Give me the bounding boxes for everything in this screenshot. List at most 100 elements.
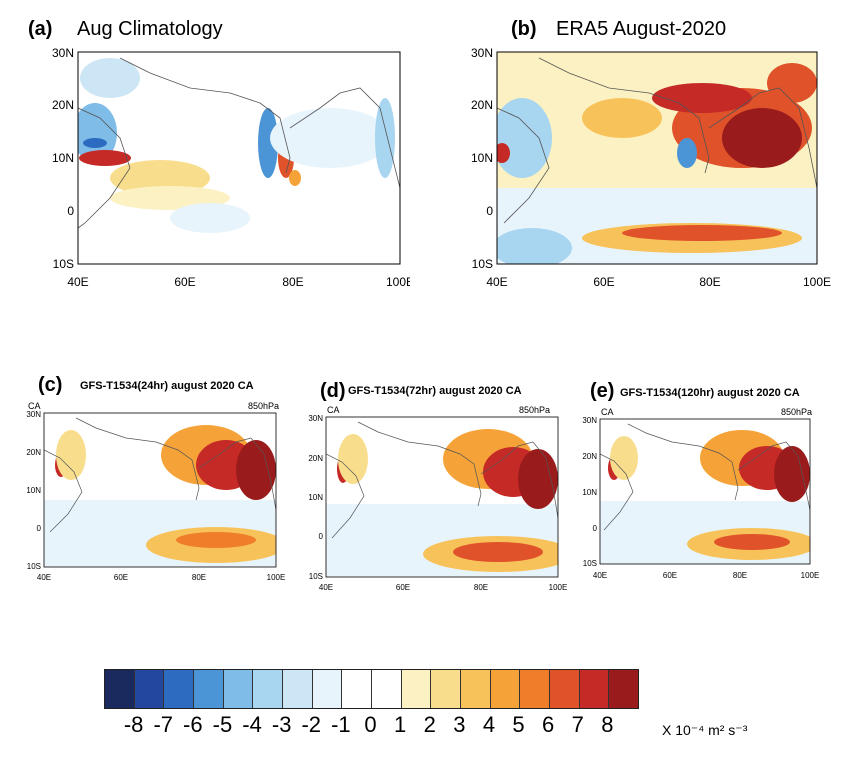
colorbar-swatch: [133, 670, 164, 708]
colorbar-tick-label: 4: [482, 712, 496, 737]
lat-label: 10S: [472, 257, 493, 271]
lat-label: 30N: [471, 48, 493, 60]
colorbar-swatch: [341, 670, 372, 708]
lat-label: 10N: [582, 488, 597, 497]
lon-label: 80E: [192, 573, 206, 582]
colorbar-swatch: [430, 670, 461, 708]
colorbar-tick-label: -7: [153, 712, 173, 737]
colorbar-swatch: [282, 670, 312, 708]
colorbar-swatch: [311, 670, 342, 708]
lon-label: 60E: [174, 275, 195, 289]
colorbar-tick-label: -2: [301, 712, 322, 737]
colorbar-swatch: [549, 670, 579, 708]
panel-e-left-tag: CA: [601, 407, 614, 417]
colorbar-tick-label: -3: [271, 712, 292, 737]
panel-c-letter: (c): [38, 374, 63, 396]
lon-label: 40E: [486, 275, 507, 289]
panel-d-right-tag: 850hPa: [519, 405, 551, 415]
map-panel-b: 30N 20N 10N 0 10S 40E 60E 80E 100E: [471, 48, 831, 289]
panel-c-title: GFS-T1534(24hr) august 2020 CA: [80, 380, 254, 392]
colorbar-swatch: [105, 670, 134, 708]
panel-d-letter: (d): [320, 380, 346, 402]
lat-label: 30N: [308, 414, 323, 423]
colorbar-units: X 10⁻⁴ m² s⁻³: [662, 722, 748, 738]
panel-e-letter: (e): [590, 380, 615, 402]
colorbar-swatch: [163, 670, 194, 708]
colorbar-tick-label: 3: [453, 712, 466, 737]
lat-label: 10S: [583, 559, 597, 568]
colorbar-tick-label: -1: [331, 712, 351, 737]
lat-label: 0: [37, 524, 42, 533]
colorbar-swatch: [578, 670, 609, 708]
lon-label: 40E: [67, 275, 88, 289]
colorbar-swatch: [252, 670, 283, 708]
lon-label: 100E: [267, 573, 286, 582]
colorbar-swatch: [193, 670, 223, 708]
panel-e-title: GFS-T1534(120hr) august 2020 CA: [620, 387, 800, 399]
lon-label: 80E: [733, 571, 747, 580]
lat-label: 10S: [309, 572, 323, 581]
lon-label: 80E: [282, 275, 303, 289]
panel-d-title: GFS-T1534(72hr) august 2020 CA: [348, 385, 522, 397]
lon-label: 60E: [593, 275, 614, 289]
colorbar-tick-label: -6: [183, 712, 203, 737]
colorbar-tick-label: 0: [364, 712, 377, 737]
map-panel-c: 30N 20N 10N 0 10S 40E 60E 80E 100E: [26, 410, 286, 582]
lat-label: 20N: [52, 98, 74, 112]
lon-label: 40E: [37, 573, 51, 582]
colorbar-swatch: [460, 670, 490, 708]
lat-label: 10N: [52, 151, 74, 165]
lat-label: 10S: [27, 562, 41, 571]
colorbar-swatch: [371, 670, 401, 708]
panel-a-title: Aug Climatology: [77, 18, 223, 40]
lon-label: 60E: [396, 583, 410, 592]
colorbar-tick-label: 6: [542, 712, 555, 737]
lon-label: 100E: [801, 571, 820, 580]
lat-label: 20N: [26, 448, 41, 457]
colorbar-swatch: [222, 670, 253, 708]
lon-label: 40E: [593, 571, 607, 580]
panel-b-title: ERA5 August-2020: [556, 18, 727, 40]
colorbar-tick-label: 5: [512, 712, 525, 737]
lat-label: 30N: [26, 410, 41, 419]
lon-label: 40E: [319, 583, 333, 592]
lat-label: 30N: [52, 48, 74, 60]
lat-label: 10N: [26, 486, 41, 495]
map-panel-a: 30N 20N 10N 0 10S 40E 60E 80E 100E: [52, 48, 410, 289]
colorbar-tick-label: -5: [212, 712, 233, 737]
lat-label: 10N: [471, 151, 493, 165]
colorbar: [104, 669, 639, 709]
lon-label: 60E: [114, 573, 128, 582]
lon-label: 100E: [803, 275, 831, 289]
lat-label: 20N: [308, 454, 323, 463]
lat-label: 20N: [471, 98, 493, 112]
colorbar-swatch: [489, 670, 520, 708]
colorbar-swatch: [400, 670, 431, 708]
lon-label: 100E: [549, 583, 568, 592]
lat-label: 10S: [53, 257, 74, 271]
lat-label: 10N: [308, 493, 323, 502]
colorbar-tick-label: 1: [393, 712, 407, 737]
colorbar-swatch: [519, 670, 550, 708]
colorbar-tick-label: -4: [242, 712, 262, 737]
lat-label: 0: [486, 204, 493, 218]
panel-a-letter: (a): [28, 18, 53, 40]
lat-label: 0: [593, 524, 598, 533]
lat-label: 0: [67, 204, 74, 218]
colorbar-tick-label: -8: [123, 712, 144, 737]
lat-label: 20N: [582, 452, 597, 461]
lon-label: 80E: [474, 583, 488, 592]
colorbar-tick-label: 2: [423, 712, 436, 737]
panel-c-left-tag: CA: [28, 401, 41, 411]
lat-label: 0: [319, 532, 324, 541]
colorbar-swatch: [608, 670, 639, 708]
lon-label: 80E: [699, 275, 720, 289]
map-panel-e: 30N 20N 10N 0 10S 40E 60E 80E 100E: [582, 416, 820, 580]
lon-label: 100E: [386, 275, 410, 289]
map-panel-d: 30N 20N 10N 0 10S 40E 60E 80E 100E: [308, 414, 568, 592]
lat-label: 30N: [582, 416, 597, 425]
colorbar-ticks: -8 -7 -6 -5 -4 -3 -2 -1 0 1 2 3 4 5 6 7 8: [104, 712, 637, 742]
panel-e-right-tag: 850hPa: [781, 407, 813, 417]
panel-c-right-tag: 850hPa: [248, 401, 280, 411]
panel-b-letter: (b): [511, 18, 537, 40]
